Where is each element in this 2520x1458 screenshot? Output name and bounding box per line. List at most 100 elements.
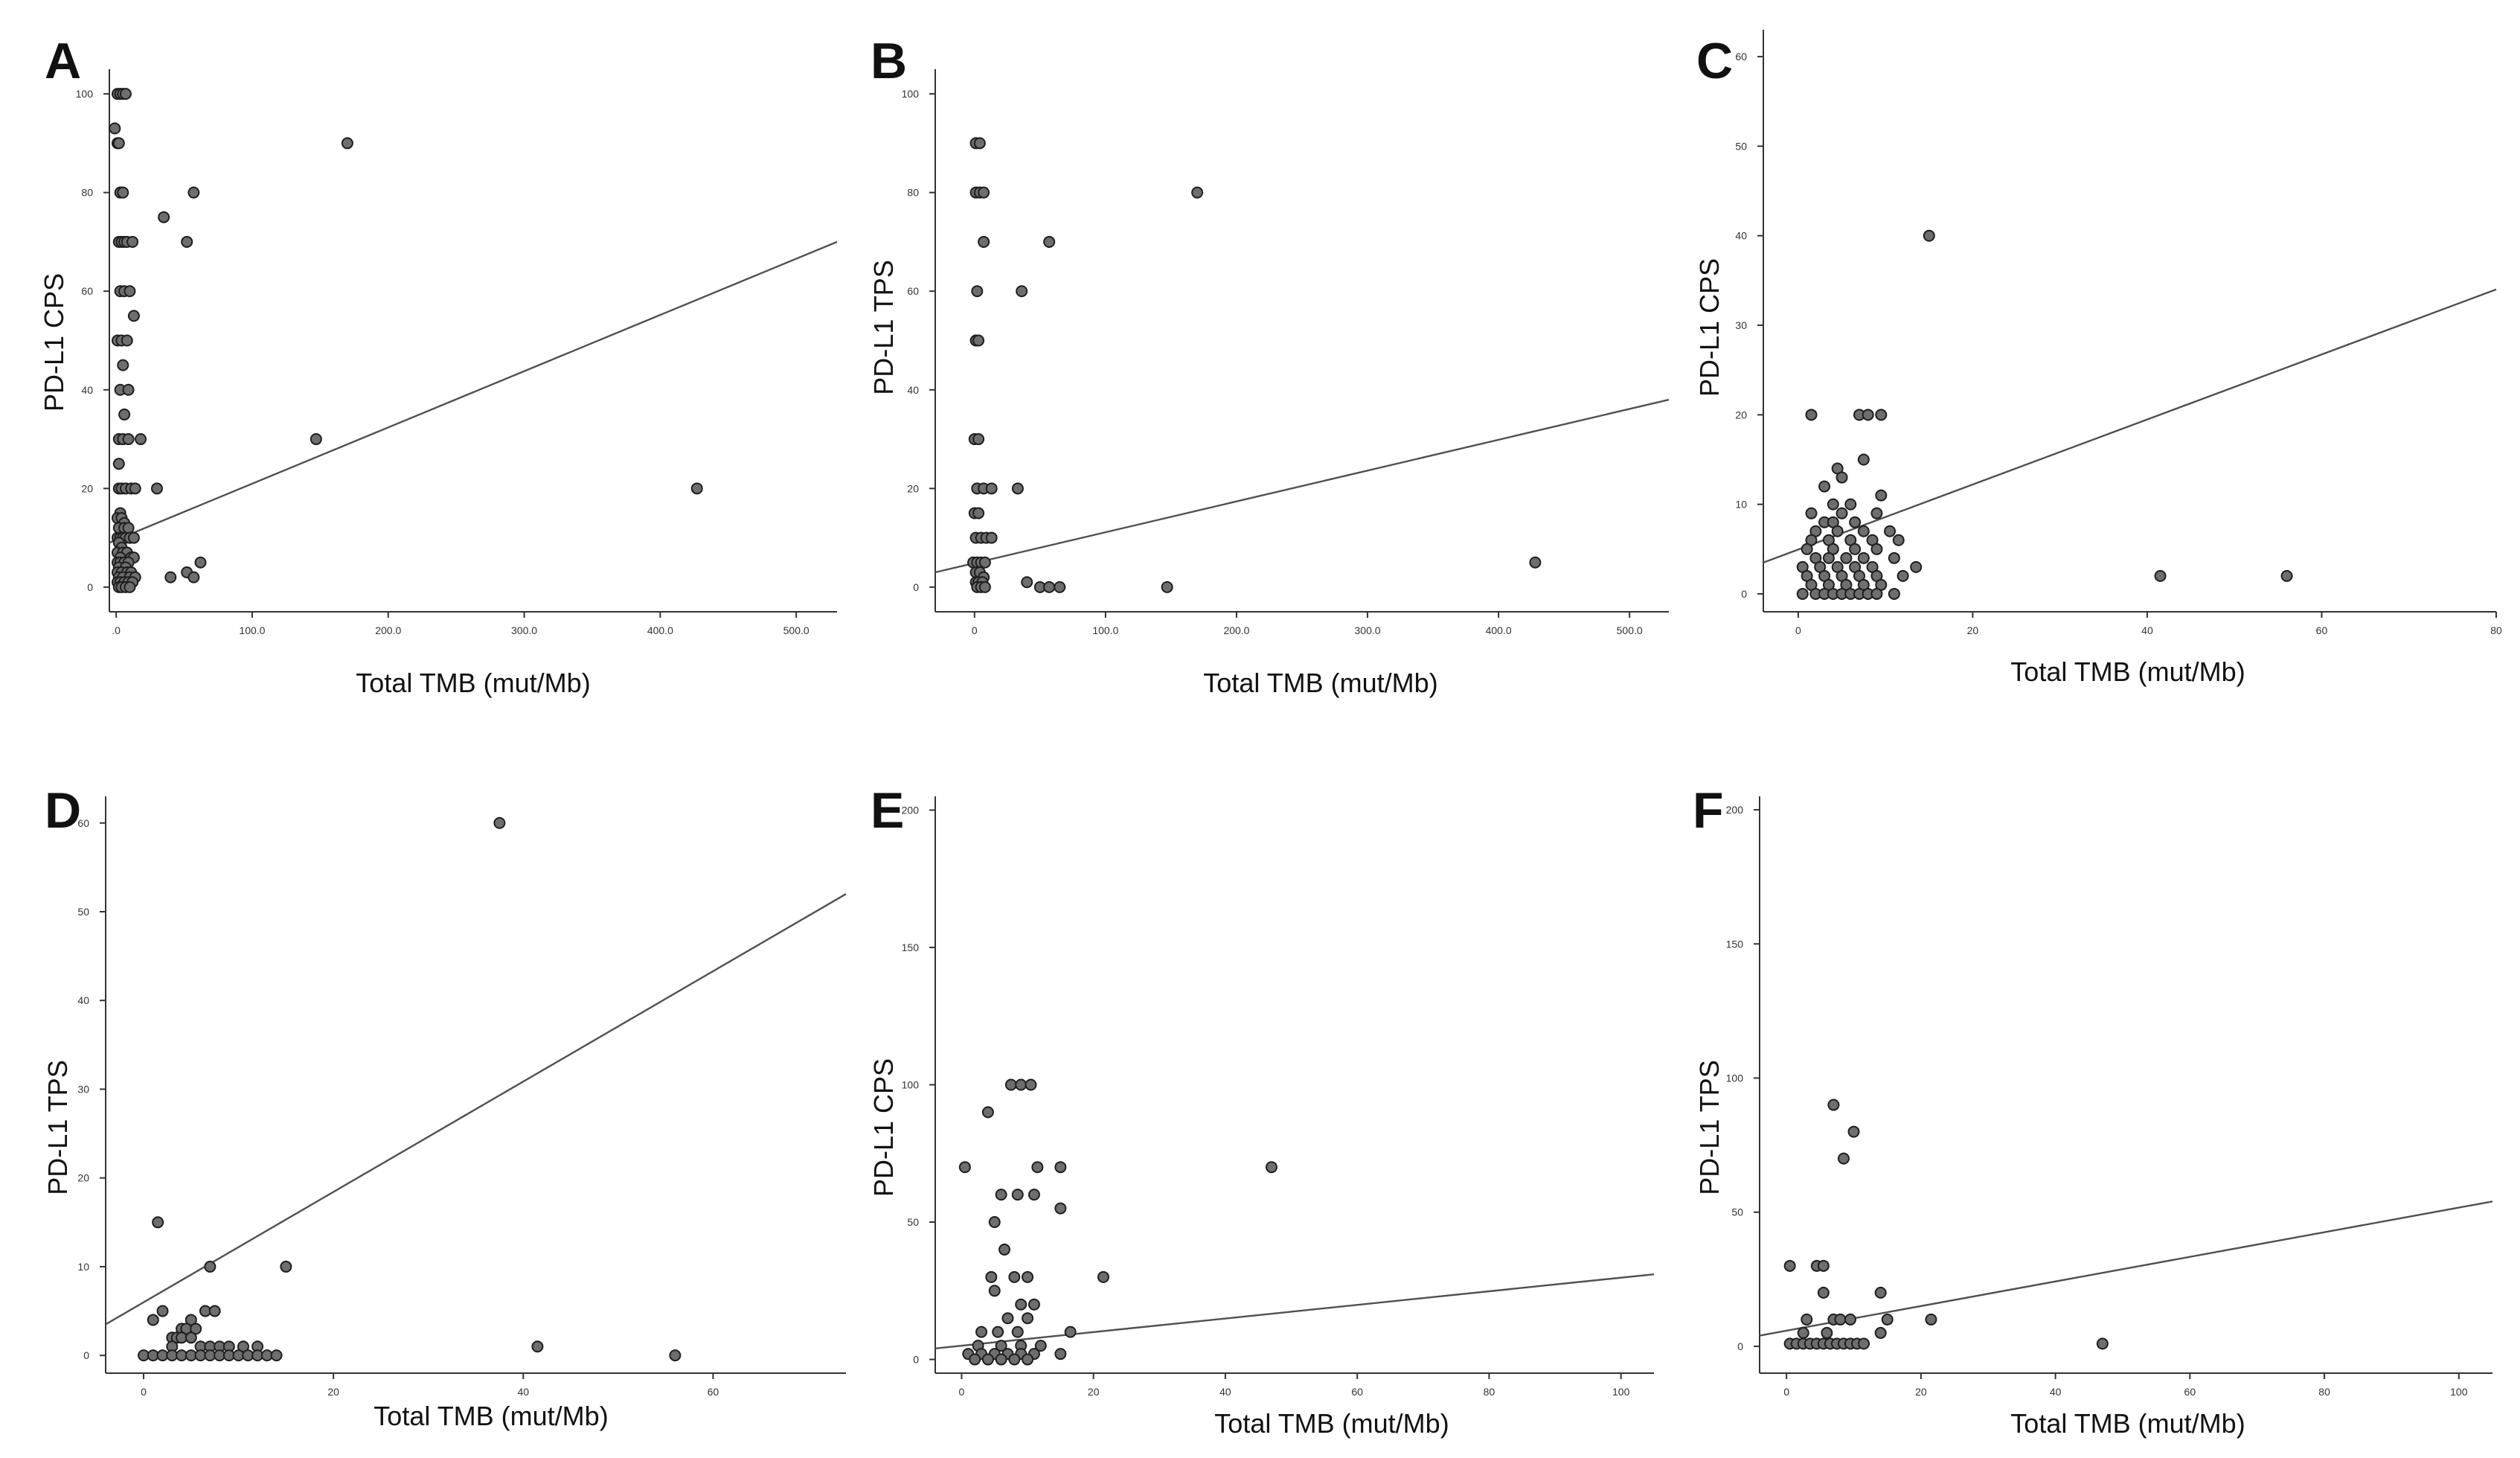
panel-letter: C [1696,33,1733,89]
data-point [147,1314,159,1326]
y-axis-title: PD-L1 CPS [39,273,69,412]
y-tick-label: 0 [913,1354,919,1366]
data-point [237,1340,249,1353]
data-point [1892,534,1905,546]
x-tick-label: 200.0 [375,624,401,636]
panel-letter: A [45,33,81,89]
data-point [1834,1313,1847,1326]
data-point [988,1216,1001,1229]
y-tick-label: 60 [907,285,919,297]
x-tick-label: 400.0 [647,624,673,636]
data-point [978,556,991,569]
y-tick-label: 80 [81,187,93,199]
data-point [280,1260,292,1273]
x-tick-label: 400.0 [1486,624,1512,636]
panel-b: B 0 100.0 200.0 300.0 400.0 500.0 0 20 40 60 80 100 T… [868,33,1670,698]
y-tick-label: 40 [907,384,919,396]
panel-letter: E [871,782,904,839]
y-tick-label: 20 [81,482,93,494]
x-axis-title: Total TMB (mut/Mb) [356,668,590,698]
x-tick-label: 60 [1351,1386,1363,1398]
x-tick-label: 40 [1219,1386,1231,1398]
data-point [1836,471,1848,484]
data-point [493,816,506,829]
data-point [181,235,193,248]
x-tick-label: 0 [972,624,978,636]
data-point [978,235,990,248]
data-point [150,482,163,495]
data-point [187,186,200,199]
data-point [124,285,136,298]
data-point [1805,409,1818,421]
data-point [117,186,129,199]
data-point [1797,1326,1809,1339]
data-point [204,1260,217,1273]
data-point [119,88,132,100]
data-point [310,433,322,446]
data-point [1831,525,1844,537]
x-tick-label: 60 [2184,1386,2196,1398]
x-axis-title: Total TMB (mut/Mb) [1203,668,1437,698]
data-point [208,1305,221,1317]
y-tick-label: 20 [907,482,919,494]
data-point [1004,1078,1017,1091]
data-point [1858,1337,1870,1350]
x-tick-label: 100.0 [239,624,265,636]
regression-line [1759,1200,2493,1337]
data-point [1857,453,1870,466]
data-point [158,211,170,223]
data-point [690,482,703,495]
regression-line [934,398,1670,574]
data-point [1837,1152,1850,1165]
data-point [185,1331,197,1344]
data-point [1027,1189,1040,1201]
data-point [129,482,141,495]
data-point [1043,581,1056,593]
data-point [1022,1312,1034,1325]
data-point [194,556,207,569]
panel-letter: B [871,33,907,89]
x-tick-label: 80 [1484,1386,1495,1398]
data-point [1888,551,1900,564]
data-point [972,433,985,446]
data-point [1054,581,1066,593]
data-point [1910,560,1923,573]
x-tick-label: 100 [1612,1386,1630,1398]
y-tick-label: 40 [77,994,89,1006]
data-point [1888,587,1900,600]
data-point [1881,1313,1894,1326]
data-point [669,1349,682,1362]
panel-letter: D [45,782,81,839]
y-tick-label: 0 [1741,588,1747,600]
data-point [190,1323,202,1335]
y-tick-label: 50 [907,1216,919,1228]
y-axis-title: PD-L1 TPS [42,1060,73,1195]
data-point [531,1340,544,1353]
x-tick-label: 80 [2490,624,2502,636]
data-point [1884,525,1897,537]
data-point [1022,1353,1034,1366]
data-point [341,137,353,150]
data-point [995,1353,1007,1366]
data-point [164,571,177,583]
data-point [112,458,125,470]
y-tick-label: 0 [83,1349,89,1361]
data-point [1022,1270,1034,1283]
data-point [122,383,135,396]
x-tick-label: 20 [327,1386,339,1398]
y-tick-label: 0 [87,581,93,593]
data-point [1849,543,1862,555]
data-point [973,137,986,150]
data-point [1862,409,1874,421]
x-axis-title: Total TMB (mut/Mb) [373,1401,608,1431]
data-point [2280,569,2293,582]
data-point [118,408,131,421]
panel-d: D 0 20 40 60 0 10 20 30 40 50 60 Total TMB (mut/Mb) P… [42,782,847,1431]
y-tick-label: 200 [902,804,920,816]
data-point [981,1353,994,1366]
data-point [112,137,125,150]
data-point [126,235,139,248]
data-point [187,571,200,583]
data-point [1870,543,1883,555]
x-tick-label: 500.0 [783,624,809,636]
